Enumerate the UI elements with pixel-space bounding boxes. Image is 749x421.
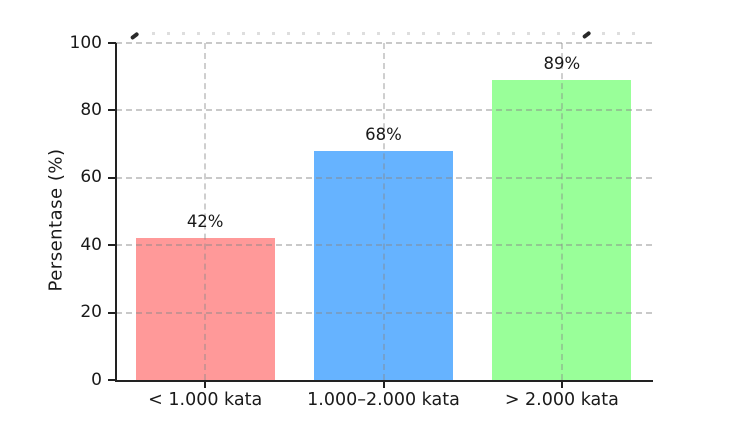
x-tick-label: > 2.000 kata: [504, 390, 619, 410]
clipped-title-fragment: [129, 31, 140, 40]
y-axis-spine: [115, 43, 118, 382]
bar-value-label: 68%: [365, 124, 402, 144]
y-gridline: [116, 244, 652, 247]
y-axis-tick: [108, 244, 116, 247]
y-tick-label: 40: [80, 234, 102, 255]
y-tick-label: 60: [80, 167, 102, 188]
y-axis-tick: [108, 109, 116, 112]
y-axis-tick: [108, 311, 116, 314]
y-axis-tick: [108, 176, 116, 179]
x-gridline: [204, 43, 207, 380]
x-tick-label: < 1.000 kata: [148, 390, 263, 410]
bar-value-label: 42%: [186, 212, 224, 232]
x-gridline: [382, 43, 385, 380]
y-gridline: [116, 311, 652, 314]
y-tick-label: 20: [80, 302, 102, 323]
bar-1: [135, 238, 275, 380]
x-axis-spine: [115, 380, 653, 383]
y-gridline: [116, 42, 652, 44]
y-axis-tick: [108, 42, 116, 44]
x-tick-label: 1.000–2.000 kata: [307, 390, 460, 410]
y-tick-label: 0: [91, 369, 102, 390]
x-axis-tick: [560, 382, 563, 388]
bar-3: [492, 80, 632, 380]
x-axis-tick: [204, 382, 207, 388]
y-axis-tick: [108, 379, 116, 381]
y-tick-label: 100: [69, 32, 102, 53]
x-axis-tick: [382, 382, 385, 388]
y-tick-label: 80: [80, 99, 102, 120]
bar-value-label: 89%: [543, 54, 581, 74]
clipped-title-fragment: [152, 32, 640, 35]
x-gridline: [560, 43, 563, 380]
y-gridline: [116, 176, 652, 179]
y-gridline: [116, 109, 652, 112]
bar-2: [314, 150, 453, 380]
